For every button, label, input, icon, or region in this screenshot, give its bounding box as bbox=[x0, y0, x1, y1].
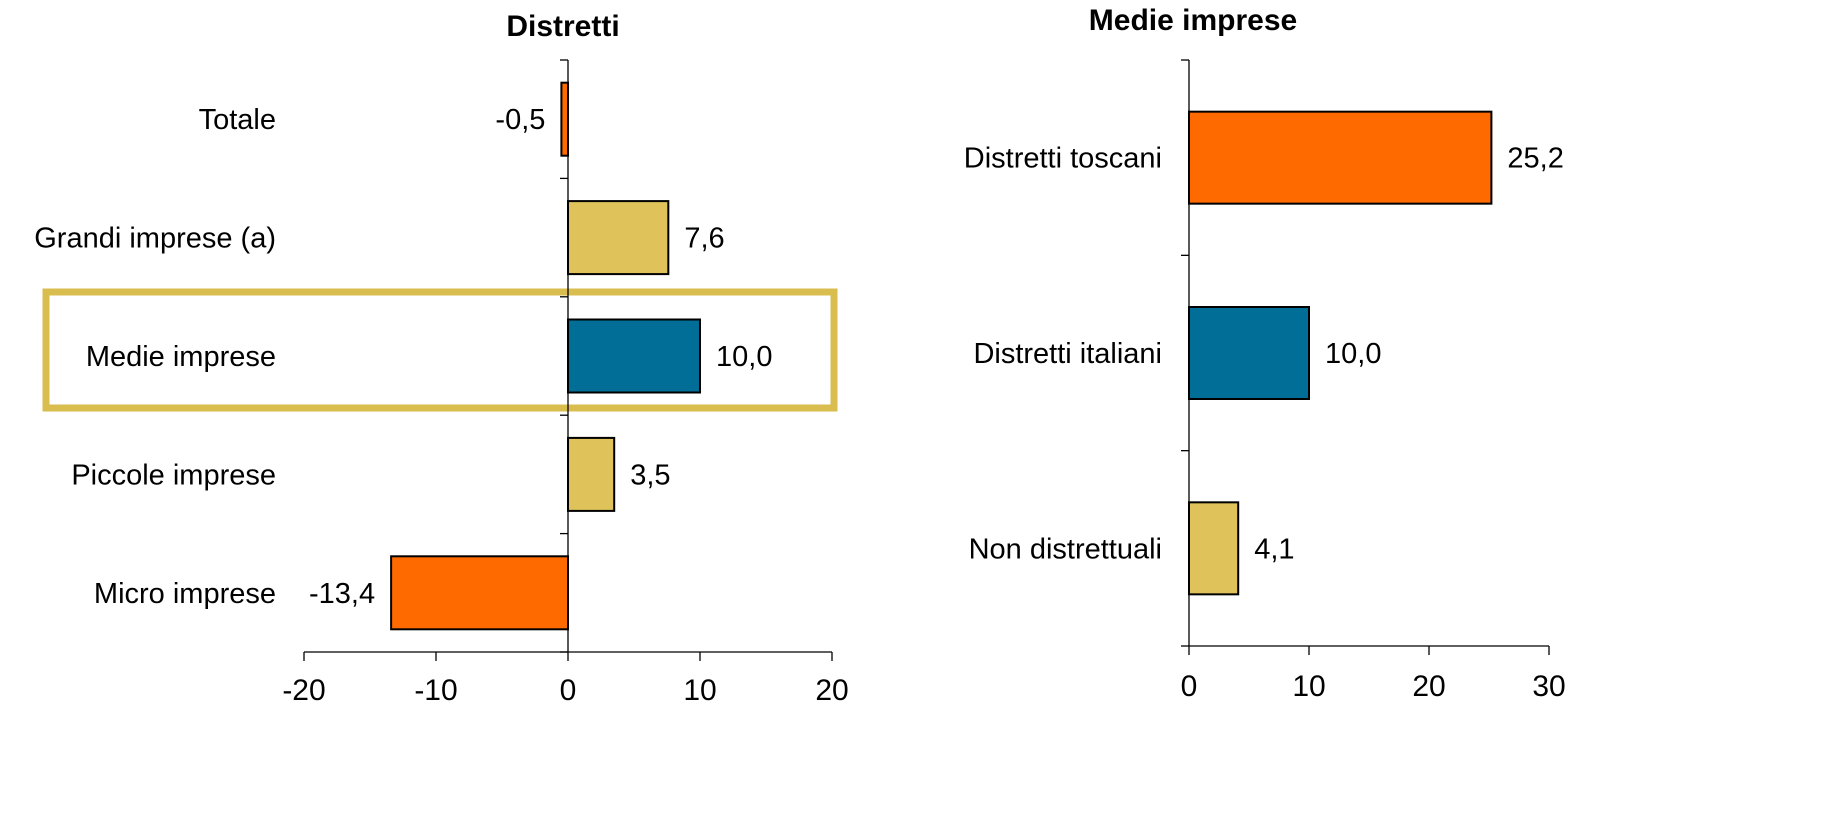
chart-distretti: Distretti -20 -10 0 10 20 Totale -0,5 Grandi imp… bbox=[34, 10, 848, 707]
data-label: 10,0 bbox=[1325, 338, 1381, 370]
data-label: 4,1 bbox=[1254, 533, 1294, 565]
x-tick-label: 10 bbox=[683, 674, 716, 707]
category-label: Distretti italiani bbox=[973, 338, 1162, 370]
chart-title: Medie imprese bbox=[1089, 4, 1297, 37]
bar-micro-imprese bbox=[390, 555, 569, 631]
category-label: Medie imprese bbox=[86, 341, 276, 373]
bar-non-distrettuali bbox=[1188, 501, 1240, 596]
x-tick-label: 0 bbox=[1181, 670, 1198, 703]
data-label: -0,5 bbox=[495, 104, 545, 136]
category-label: Grandi imprese (a) bbox=[34, 223, 276, 255]
highlight-box bbox=[42, 288, 838, 412]
data-label: 7,6 bbox=[684, 223, 724, 255]
category-label: Distretti toscani bbox=[964, 143, 1162, 175]
chart-title: Distretti bbox=[506, 10, 619, 43]
data-label: 3,5 bbox=[630, 459, 670, 491]
bar-distretti-toscani bbox=[1188, 110, 1493, 205]
data-label: -13,4 bbox=[309, 578, 375, 610]
chart-medie-imprese: Medie imprese 0 10 20 30 Distretti toscani 25,… bbox=[964, 4, 1566, 703]
data-label: 25,2 bbox=[1507, 143, 1563, 175]
x-tick-label: 20 bbox=[1412, 670, 1445, 703]
category-label: Totale bbox=[199, 104, 276, 136]
bar-distretti-italiani bbox=[1188, 306, 1310, 400]
x-tick-label: -20 bbox=[282, 674, 325, 707]
data-label: 10,0 bbox=[716, 341, 772, 373]
bar-piccole-imprese bbox=[567, 436, 616, 512]
x-tick-label: 0 bbox=[560, 674, 577, 707]
x-tick-label: 20 bbox=[815, 674, 848, 707]
category-label: Micro imprese bbox=[94, 578, 276, 610]
x-tick-label: 10 bbox=[1292, 670, 1325, 703]
x-tick-label: 30 bbox=[1532, 670, 1565, 703]
category-label: Non distrettuali bbox=[969, 533, 1162, 565]
bar-medie-imprese bbox=[567, 318, 701, 394]
x-tick-label: -10 bbox=[414, 674, 457, 707]
bar-grandi-imprese bbox=[567, 200, 670, 276]
bar-totale bbox=[560, 81, 570, 157]
category-label: Piccole imprese bbox=[71, 459, 276, 491]
